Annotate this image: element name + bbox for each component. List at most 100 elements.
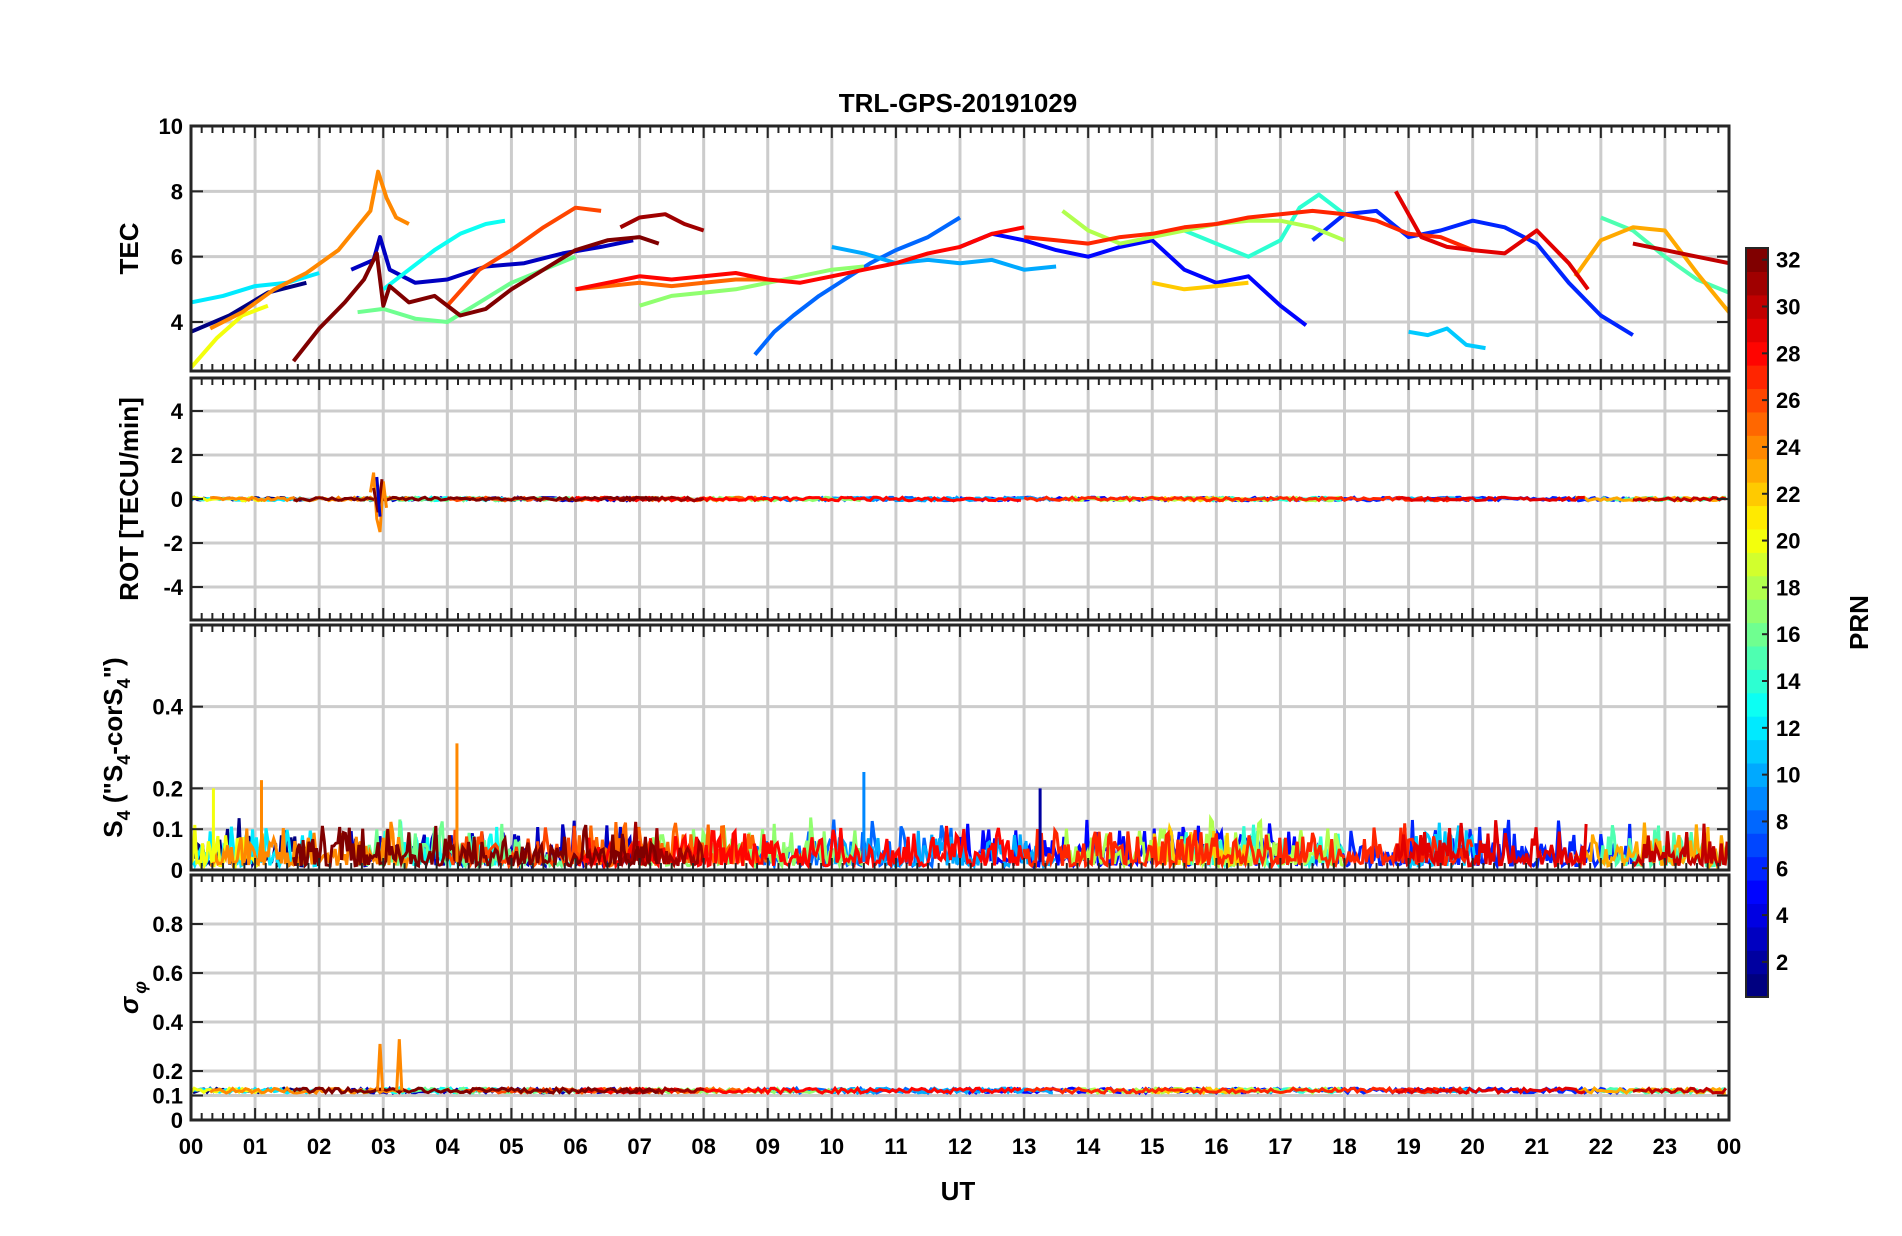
colorbar-tick-label: 6 bbox=[1776, 856, 1788, 881]
colorbar-segment bbox=[1746, 762, 1768, 787]
x-tick-label: 08 bbox=[691, 1134, 715, 1159]
colorbar-tick-label: 26 bbox=[1776, 388, 1800, 413]
series-prn-6 bbox=[1311, 208, 1634, 337]
x-tick-label: 01 bbox=[243, 1134, 267, 1159]
y-tick-label: -4 bbox=[163, 575, 183, 600]
series-prn-22 bbox=[1151, 280, 1249, 292]
colorbar-segment bbox=[1746, 692, 1768, 717]
y-tick-label: 4 bbox=[171, 310, 184, 335]
series-prn-13 bbox=[382, 218, 506, 291]
colorbar-segment bbox=[1746, 482, 1768, 507]
colorbar-tick-label: 22 bbox=[1776, 482, 1800, 507]
colorbar-label: PRN bbox=[1844, 595, 1874, 650]
colorbar-segment bbox=[1746, 599, 1768, 624]
x-axis-label: UT bbox=[941, 1176, 976, 1206]
colorbar-tick-label: 8 bbox=[1776, 809, 1788, 834]
colorbar-segment bbox=[1746, 973, 1768, 998]
x-tick-label: 17 bbox=[1268, 1134, 1292, 1159]
x-tick-label: 02 bbox=[307, 1134, 331, 1159]
colorbar-segment bbox=[1746, 645, 1768, 670]
series-prn-29 bbox=[1394, 820, 1588, 870]
panel-3-data bbox=[191, 743, 1729, 870]
colorbar-segment bbox=[1746, 575, 1768, 600]
panel-2: -4 -2 0 2 4 ROT [TECU/min] bbox=[114, 376, 1731, 622]
series-prn-32 bbox=[293, 495, 660, 503]
x-tick-label: 09 bbox=[756, 1134, 780, 1159]
series-prn-28 bbox=[575, 225, 1025, 292]
colorbar-segment bbox=[1746, 950, 1768, 975]
colorbar-segment bbox=[1746, 856, 1768, 881]
series-prn-23 bbox=[1573, 225, 1729, 314]
series-prn-11 bbox=[1408, 326, 1486, 351]
colorbar-segment bbox=[1746, 833, 1768, 858]
x-tick-label: 16 bbox=[1204, 1134, 1228, 1159]
panel-1-data bbox=[191, 169, 1729, 370]
x-tick-label: 00 bbox=[179, 1134, 203, 1159]
series-prn-27 bbox=[1023, 495, 1470, 503]
y-tick-label: 0 bbox=[171, 1108, 183, 1133]
colorbar-segment bbox=[1746, 388, 1768, 413]
y-tick-label: 0.6 bbox=[152, 961, 183, 986]
colorbar-segment bbox=[1746, 458, 1768, 483]
y-tick-label: -2 bbox=[163, 531, 183, 556]
x-tick-label: 19 bbox=[1396, 1134, 1420, 1159]
x-tick-label: 20 bbox=[1460, 1134, 1484, 1159]
series-prn-26 bbox=[445, 205, 602, 308]
colorbar-segment bbox=[1746, 271, 1768, 296]
series-prn-1 bbox=[191, 280, 307, 334]
series-prn-30 bbox=[1632, 1086, 1728, 1095]
series-prn-32 bbox=[291, 235, 660, 363]
x-tick-label: 18 bbox=[1332, 1134, 1356, 1159]
series-prn-29 bbox=[1395, 1086, 1586, 1096]
y-tick-label: 0.8 bbox=[152, 912, 183, 937]
colorbar-tick-label: 2 bbox=[1776, 950, 1788, 975]
x-tick-label: 07 bbox=[627, 1134, 651, 1159]
colorbar-tick-label: 4 bbox=[1776, 903, 1789, 928]
x-tick-label: 00 bbox=[1717, 1134, 1741, 1159]
colorbar-segment bbox=[1746, 505, 1768, 530]
series-prn-32 bbox=[292, 824, 659, 870]
x-tick-label: 23 bbox=[1653, 1134, 1677, 1159]
colorbar-segment bbox=[1746, 786, 1768, 811]
colorbar-segment bbox=[1746, 622, 1768, 647]
series-prn-30 bbox=[1632, 241, 1729, 266]
colorbar-segment bbox=[1746, 435, 1768, 460]
series-prn-14 bbox=[1183, 192, 1346, 259]
y-tick-label: 0 bbox=[171, 487, 183, 512]
x-tick-label: 21 bbox=[1525, 1134, 1549, 1159]
colorbar-segment bbox=[1746, 248, 1768, 273]
panel-4-data bbox=[191, 1039, 1728, 1096]
x-tick-label: 15 bbox=[1140, 1134, 1164, 1159]
series-prn-30 bbox=[1632, 496, 1727, 503]
chart-title: TRL-GPS-20191029 bbox=[839, 88, 1077, 118]
series-prn-29 bbox=[1394, 190, 1590, 291]
colorbar-segment bbox=[1746, 809, 1768, 834]
x-tick-label: 12 bbox=[948, 1134, 972, 1159]
colorbar-tick-label: 14 bbox=[1776, 669, 1801, 694]
panel-1: 4 6 8 10 TEC bbox=[114, 114, 1731, 373]
y-tick-label: 2 bbox=[171, 443, 183, 468]
colorbar-segment bbox=[1746, 318, 1768, 343]
x-tick-label: 13 bbox=[1012, 1134, 1036, 1159]
y-tick-label: 0.4 bbox=[152, 695, 183, 720]
x-tick-label: 11 bbox=[884, 1134, 907, 1159]
series-prn-25 bbox=[575, 277, 768, 292]
y-axis-label: TEC bbox=[114, 222, 144, 274]
colorbar-segment bbox=[1746, 365, 1768, 390]
colorbar-segment bbox=[1746, 528, 1768, 553]
colorbar-tick-label: 24 bbox=[1776, 435, 1801, 460]
panel-3: 0 0.1 0.2 0.4 S4 ("S4-corS4") bbox=[98, 623, 1731, 883]
series-prn-8 bbox=[753, 215, 962, 356]
y-axis-label: σφ bbox=[114, 981, 150, 1014]
colorbar-tick-label: 12 bbox=[1776, 716, 1800, 741]
y-tick-label: 6 bbox=[171, 245, 183, 270]
rot-spike-prn-32 bbox=[372, 479, 384, 513]
colorbar-tick-label: 32 bbox=[1776, 248, 1800, 273]
rot-spike-prn-3 bbox=[375, 476, 382, 517]
x-tick-label: 06 bbox=[563, 1134, 587, 1159]
series-prn-31 bbox=[618, 821, 705, 869]
series-prn-10 bbox=[831, 244, 1057, 272]
